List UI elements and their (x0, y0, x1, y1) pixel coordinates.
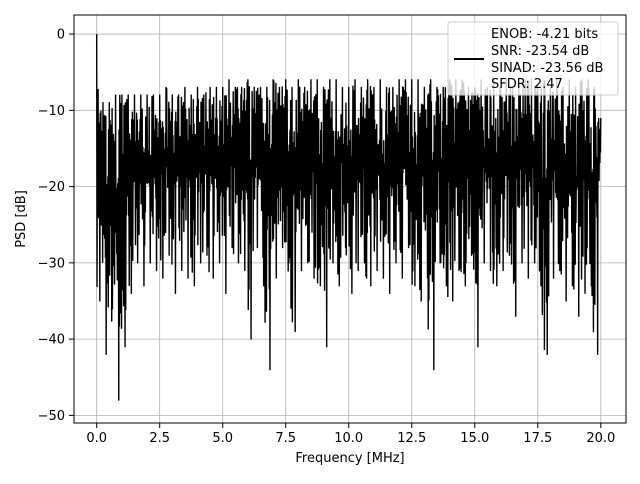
y-tick-label: −10 (38, 104, 65, 119)
x-tick-label: 2.5 (149, 431, 170, 446)
legend: ENOB: -4.21 bits SNR: -23.54 dB SINAD: -… (447, 21, 619, 96)
x-tick-label: 5.0 (212, 431, 233, 446)
x-tick-label: 17.5 (523, 431, 552, 446)
legend-entry-sfdr: SFDR: 2.47 (491, 77, 563, 92)
psd-series-line (95, 34, 602, 401)
legend-box (447, 21, 619, 96)
y-tick-label: 0 (57, 28, 65, 43)
legend-entry-sinad: SINAD: -23.56 dB (491, 61, 603, 76)
y-tick-label: −20 (38, 180, 65, 195)
y-tick-label: −50 (38, 409, 65, 424)
y-axis-label: PSD [dB] (14, 190, 29, 248)
x-tick-label: 15.0 (460, 431, 489, 446)
x-tick-label: 7.5 (275, 431, 296, 446)
x-tick-label: 10.0 (334, 431, 363, 446)
y-tick-label: −30 (38, 256, 65, 271)
plot-area-frame (73, 14, 627, 424)
x-tick-label: 0.0 (86, 431, 107, 446)
legend-entry-enob: ENOB: -4.21 bits (491, 27, 598, 42)
x-tick-label: 12.5 (397, 431, 426, 446)
x-axis-label: Frequency [MHz] (295, 451, 404, 466)
legend-entry-snr: SNR: -23.54 dB (491, 44, 589, 59)
x-tick-label: 20.0 (586, 431, 615, 446)
y-tick-label: −40 (38, 333, 65, 348)
